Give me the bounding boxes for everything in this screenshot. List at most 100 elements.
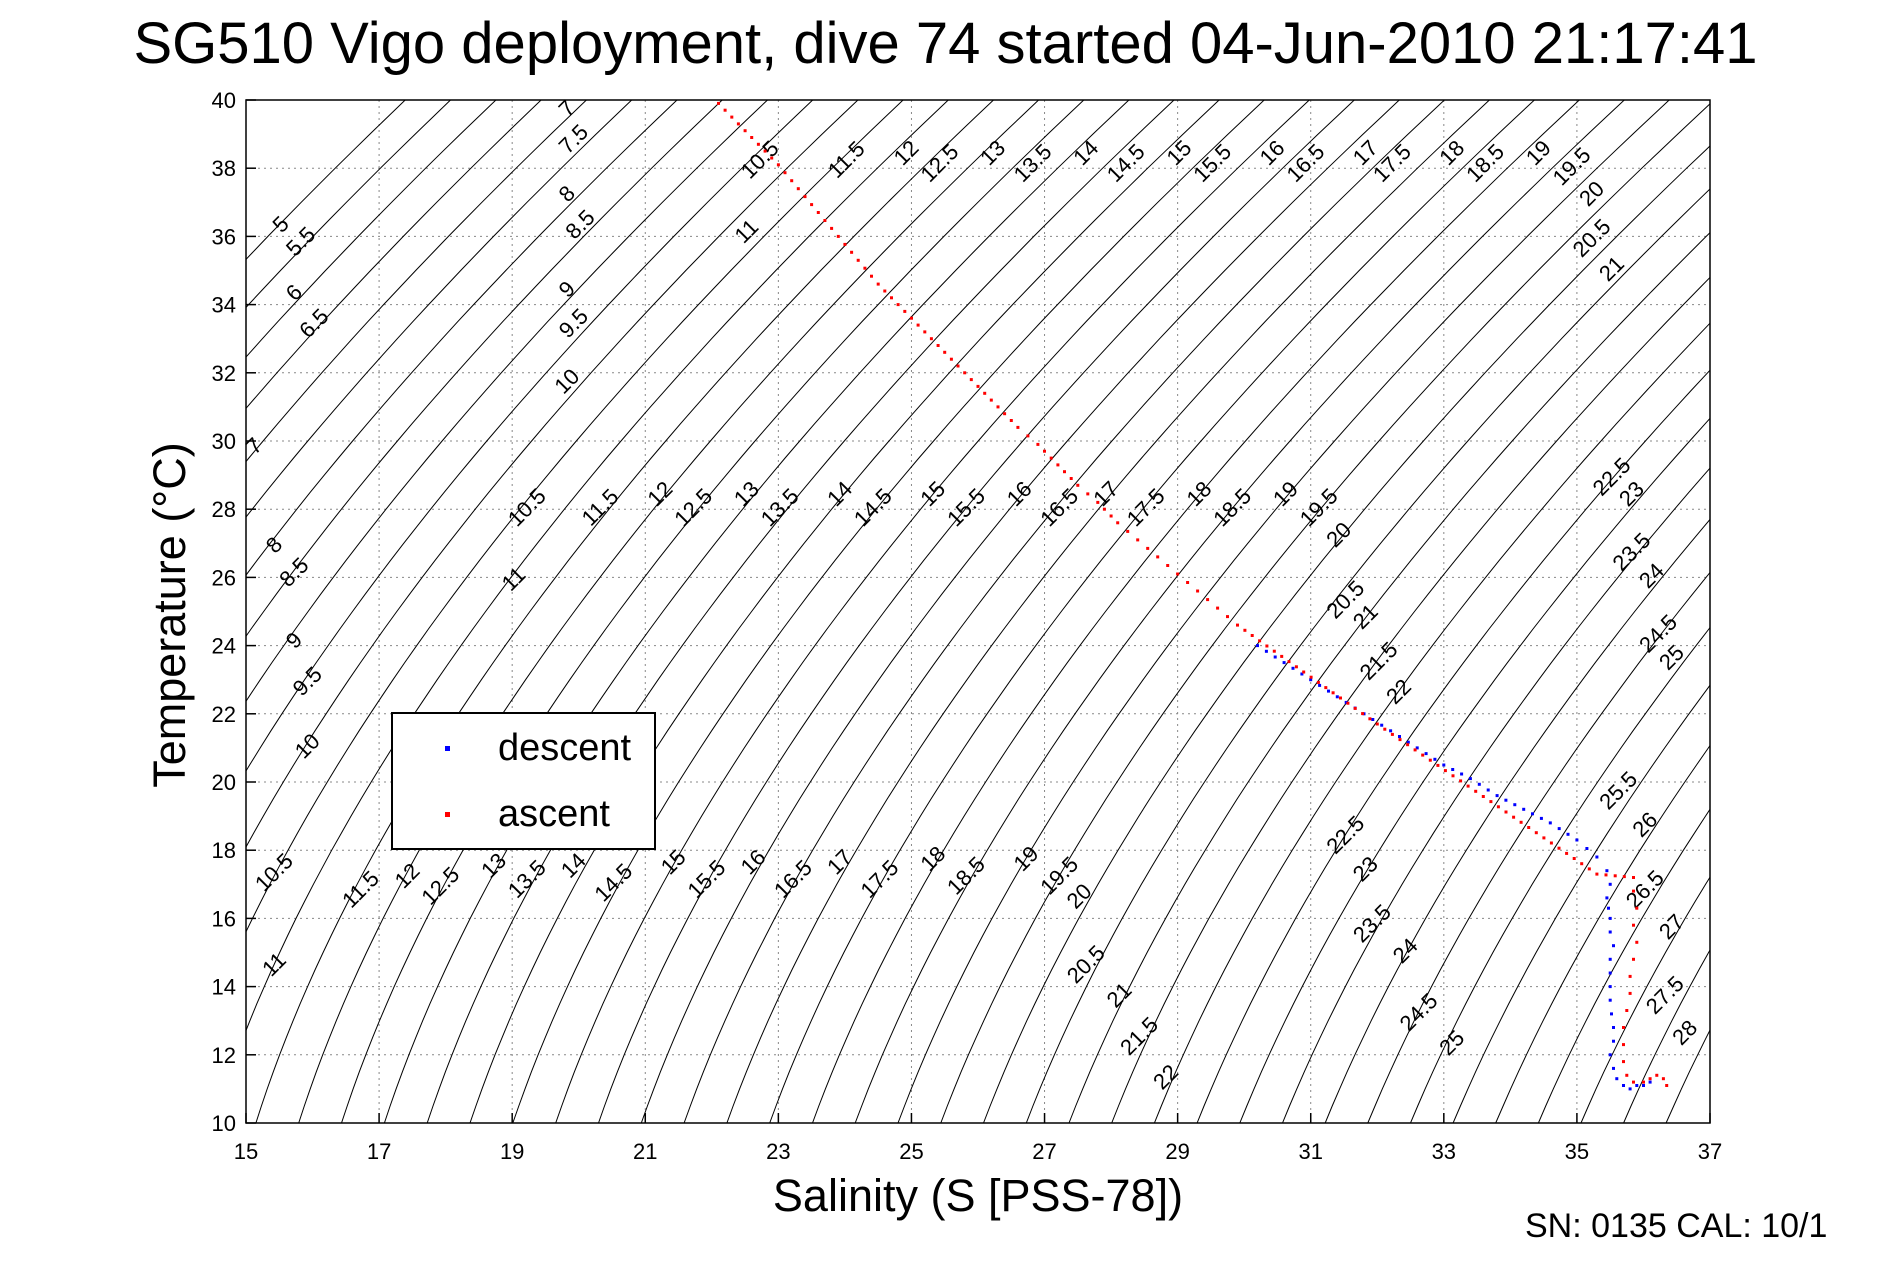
ascent-point	[856, 258, 860, 262]
ascent-point	[836, 234, 840, 238]
ascent-point	[823, 219, 827, 222]
ascent-point	[1258, 639, 1262, 643]
isopycnal-line	[246, 100, 678, 576]
ascent-point	[969, 378, 973, 382]
x-tick-label: 17	[367, 1139, 391, 1164]
ascent-point	[763, 149, 767, 153]
ascent-point	[1049, 456, 1053, 460]
ascent-point	[1043, 449, 1046, 453]
isopycnal-line	[298, 100, 1040, 1123]
ascent-point	[1406, 743, 1410, 747]
ascent-point	[1443, 769, 1447, 773]
descent-point	[1398, 735, 1401, 738]
ascent-point	[1236, 623, 1239, 627]
isopycnal-line	[726, 100, 1491, 1123]
descent-point	[1371, 718, 1375, 721]
x-axis-label: Salinity (S [PSS-78])	[772, 1170, 1184, 1221]
isopycnal-line	[1025, 188, 1710, 1123]
ascent-point	[796, 187, 800, 191]
descent-point	[1282, 661, 1286, 665]
descent-point	[1608, 998, 1612, 1002]
ascent-point	[1459, 779, 1463, 783]
descent-point	[1595, 855, 1599, 859]
ascent-point	[1196, 589, 1200, 593]
descent-point	[1344, 700, 1348, 704]
descent-point	[1477, 782, 1481, 786]
legend-label-ascent: ascent	[498, 793, 610, 835]
isopycnal-line	[383, 100, 1130, 1123]
descent-point	[1460, 772, 1464, 776]
ascent-point	[1026, 434, 1030, 438]
ascent-point	[863, 266, 867, 270]
y-tick-label: 40	[212, 88, 236, 113]
x-tick-label: 23	[766, 1139, 790, 1164]
ascent-point	[1428, 758, 1432, 762]
isopycnal-line	[246, 100, 814, 772]
ascent-point	[1069, 477, 1073, 480]
descent-point	[1309, 678, 1313, 682]
isopycnal-line	[1239, 417, 1710, 1123]
ascent-point	[810, 203, 814, 207]
ascent-point	[956, 364, 960, 368]
ascent-point	[776, 163, 780, 167]
descent-point	[1300, 672, 1304, 676]
ascent-point	[910, 316, 913, 320]
descent-point	[1327, 689, 1330, 693]
ascent-point	[1565, 851, 1569, 855]
ascent-point	[983, 391, 987, 395]
ascent-point	[1580, 862, 1584, 866]
descent-point	[1612, 1066, 1615, 1070]
descent-point	[1495, 794, 1499, 798]
ascent-point	[743, 129, 747, 133]
ascent-point	[1346, 701, 1350, 705]
ascent-point	[783, 171, 787, 175]
y-tick-label: 36	[212, 224, 236, 249]
ascent-point	[816, 211, 820, 214]
isopycnal-line	[683, 100, 1446, 1123]
ascent-point	[1534, 831, 1538, 835]
ascent-point	[1265, 644, 1269, 648]
ascent-point	[1632, 876, 1635, 879]
descent-point	[1380, 723, 1384, 727]
ascent-point	[1063, 470, 1066, 474]
x-tick-label: 21	[633, 1139, 657, 1164]
descent-point	[1539, 816, 1543, 820]
footer-serial-cal: SN: 0135 CAL: 10/1	[1525, 1207, 1828, 1245]
isopycnal-line	[1495, 744, 1710, 1123]
descent-point	[1273, 655, 1277, 659]
isopycnal-line	[426, 100, 1175, 1123]
ascent-point	[1421, 753, 1425, 757]
ascent-point	[803, 195, 807, 199]
isopycnal-line	[769, 100, 1536, 1123]
descent-point	[1522, 807, 1526, 811]
density-contours	[246, 100, 1710, 1123]
isopycnal-line	[246, 100, 588, 463]
descent-point	[1607, 906, 1610, 910]
ascent-point	[1186, 581, 1190, 584]
descent-point	[1264, 649, 1268, 653]
ascent-point	[1109, 514, 1113, 518]
ascent-point	[1496, 805, 1500, 809]
ascent-point	[1339, 696, 1342, 700]
isopycnal-line	[340, 100, 1085, 1123]
descent-point	[1504, 798, 1508, 802]
ascent-point	[750, 136, 754, 139]
ascent-point	[1625, 1009, 1629, 1012]
descent-point	[1608, 916, 1612, 920]
ascent-series	[717, 101, 1669, 1087]
x-axis-ticks: 15 17 19 21 23 25 27 29 31 33 35 37	[234, 1113, 1722, 1164]
ascent-point	[923, 330, 927, 334]
y-tick-label: 22	[212, 702, 236, 727]
isopycnal-line	[1068, 231, 1710, 1123]
plot-background	[246, 100, 1710, 1123]
ascent-point	[770, 156, 774, 160]
y-tick-label: 32	[212, 361, 236, 386]
ascent-point	[1390, 732, 1394, 736]
ascent-point	[1466, 784, 1470, 788]
ascent-point	[1016, 425, 1020, 429]
isopycnal-line	[246, 100, 769, 703]
ascent-point	[890, 296, 893, 300]
descent-point	[1608, 882, 1612, 886]
legend-marker-descent	[445, 746, 450, 751]
